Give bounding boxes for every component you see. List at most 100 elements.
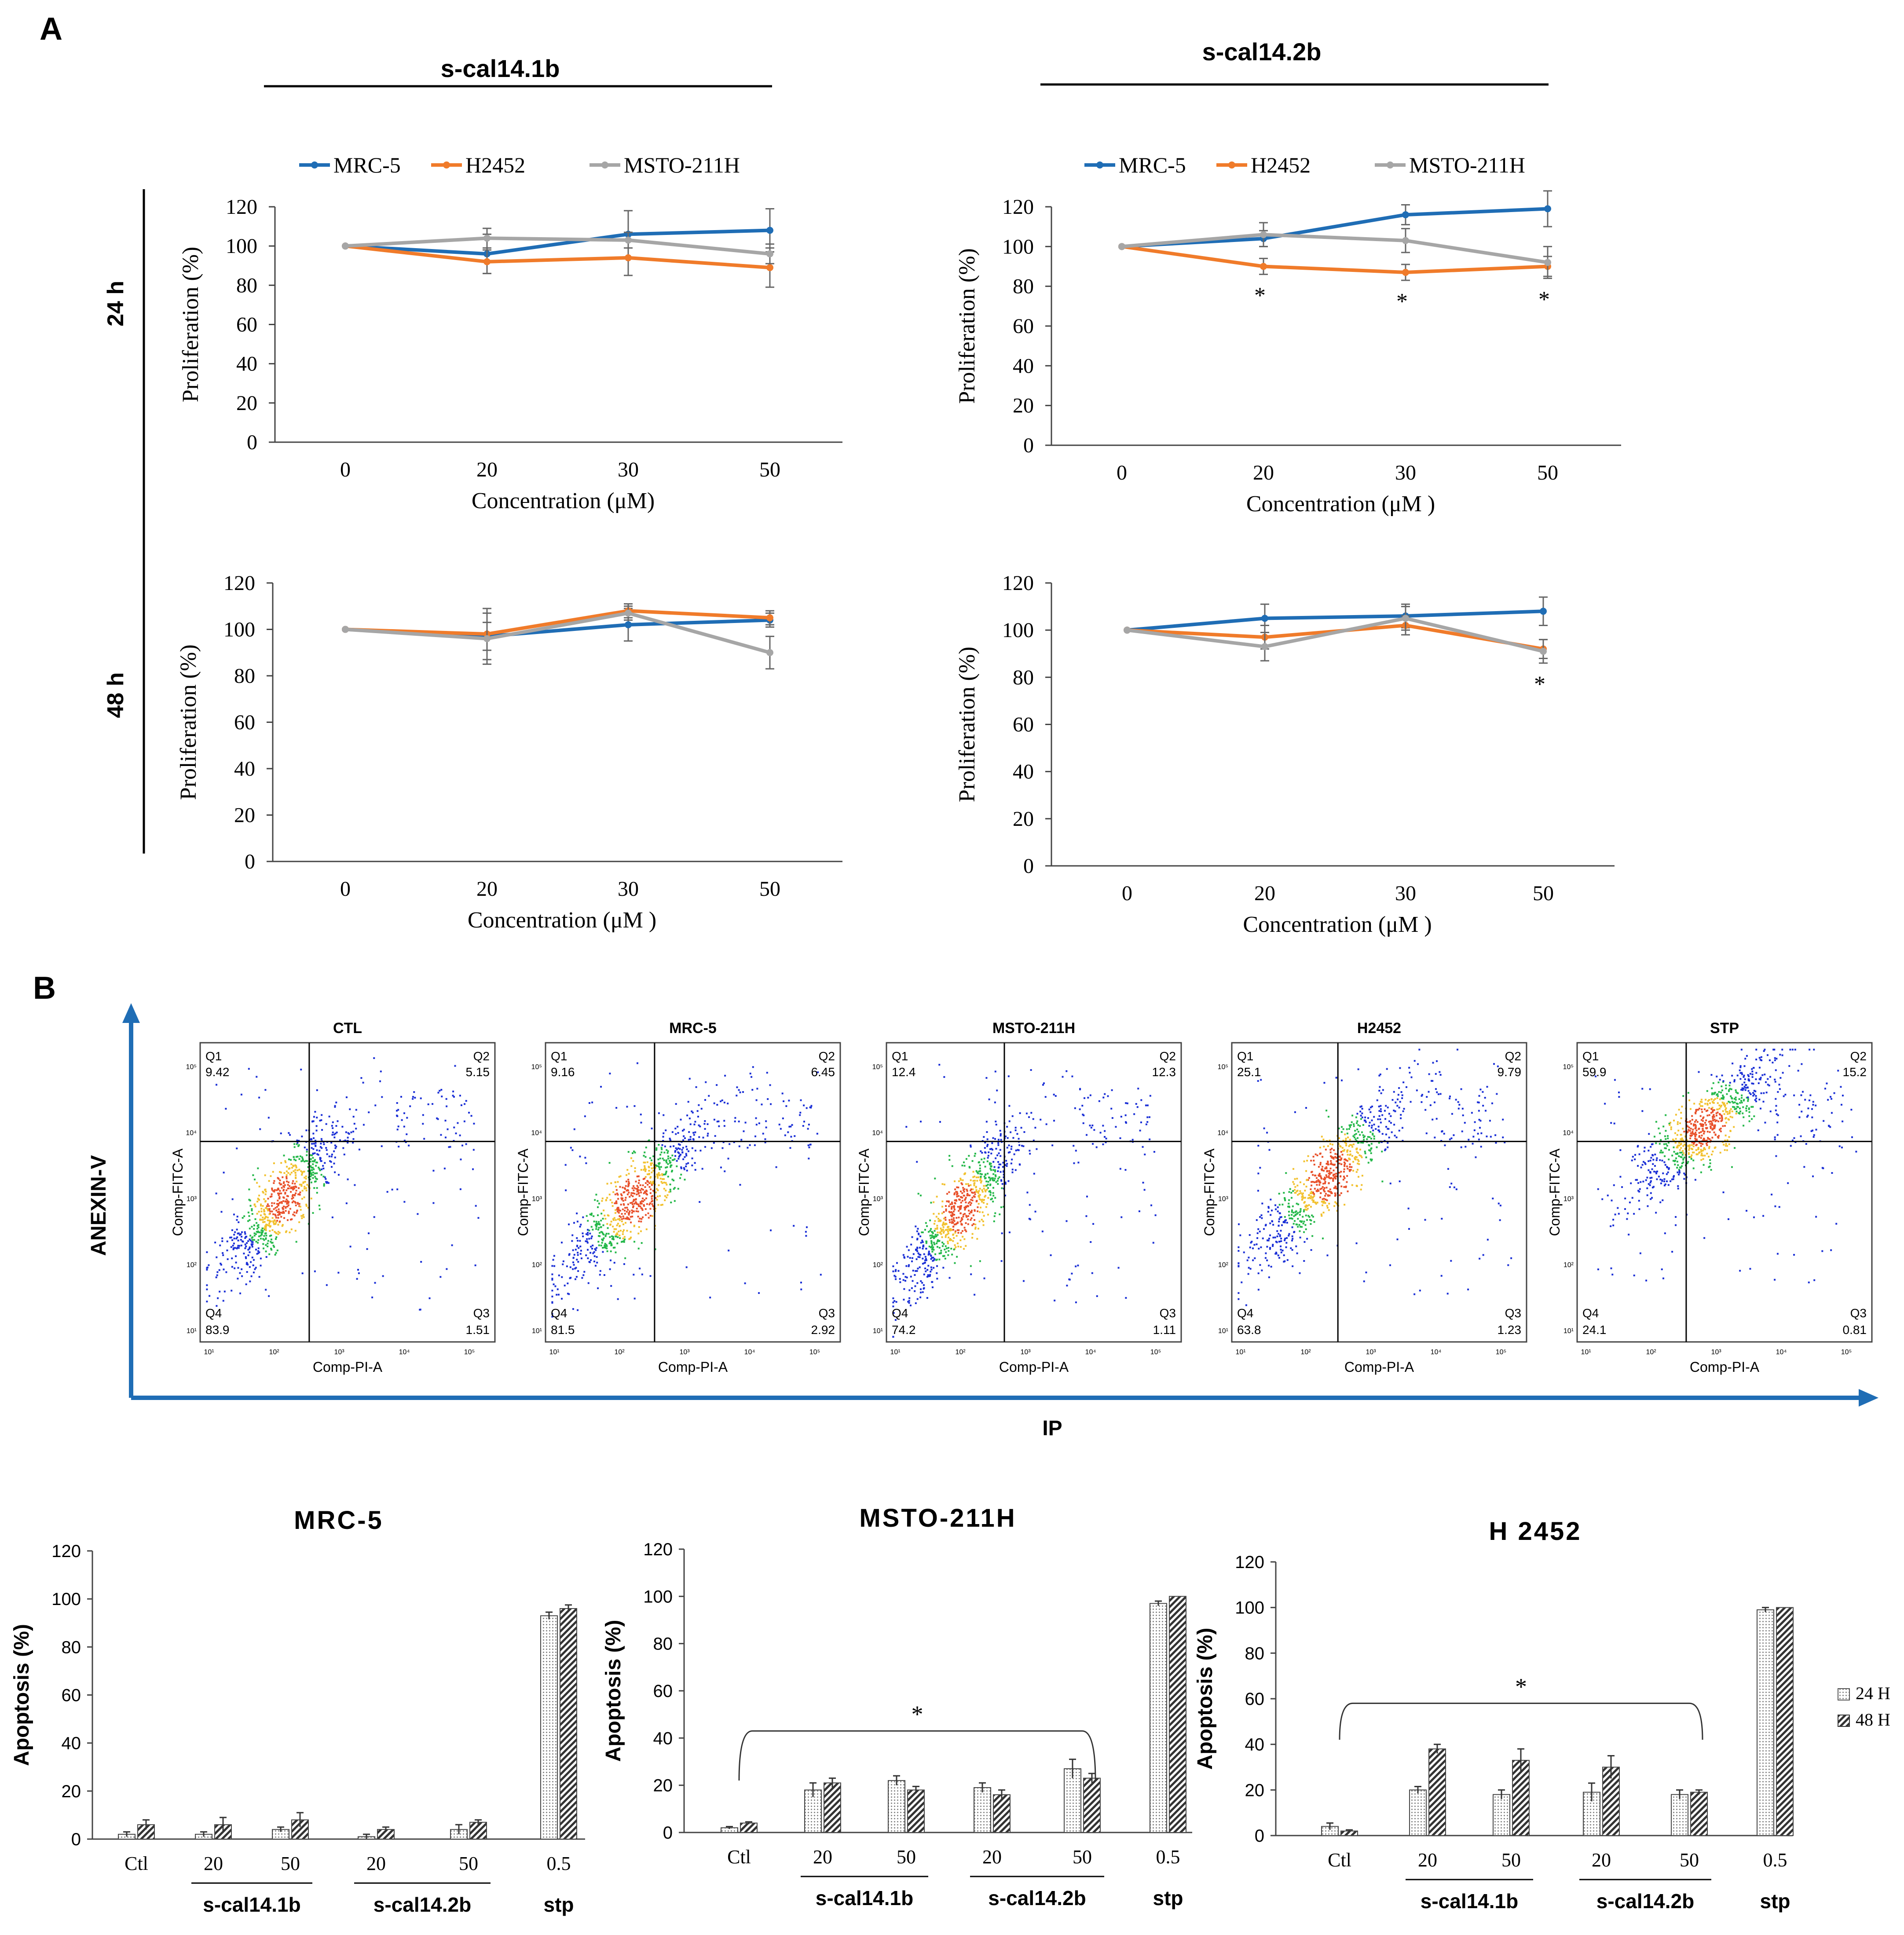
event-dot	[929, 1230, 931, 1232]
event-dot	[924, 1229, 926, 1231]
event-dot	[348, 1133, 350, 1135]
event-dot	[579, 1225, 581, 1228]
x-tick-label: 10⁵	[1496, 1349, 1506, 1356]
event-dot	[1393, 1110, 1395, 1112]
event-dot	[622, 1233, 624, 1235]
event-dot	[1328, 1176, 1330, 1179]
event-dot	[352, 1130, 355, 1132]
event-dot	[950, 1228, 952, 1230]
event-dot	[951, 1253, 953, 1256]
event-dot	[951, 1202, 953, 1204]
event-dot	[660, 1181, 663, 1183]
event-dot	[1388, 1120, 1391, 1122]
event-dot	[648, 1139, 650, 1141]
event-dot	[1280, 1240, 1282, 1242]
event-dot	[1317, 1188, 1319, 1191]
event-dot	[298, 1140, 300, 1142]
event-dot	[698, 1104, 700, 1106]
event-dot	[449, 1146, 451, 1148]
event-dot	[1675, 1138, 1677, 1140]
event-dot	[617, 1198, 619, 1200]
event-dot	[974, 1224, 977, 1226]
event-dot	[270, 1175, 272, 1177]
event-dot	[1759, 1059, 1761, 1061]
event-dot	[942, 1223, 944, 1225]
event-dot	[1279, 1216, 1282, 1218]
event-dot	[603, 1237, 605, 1239]
y-tick-label: 60	[1013, 713, 1034, 737]
event-dot	[1705, 1099, 1707, 1101]
event-dot	[643, 1204, 645, 1206]
event-dot	[606, 1197, 608, 1199]
event-dot	[254, 1218, 256, 1220]
event-dot	[295, 1159, 297, 1162]
event-dot	[1375, 1128, 1377, 1130]
significance-bracket	[738, 1730, 1096, 1781]
event-dot	[1008, 1105, 1011, 1107]
event-dot	[1402, 1110, 1404, 1112]
event-dot	[1322, 1237, 1324, 1239]
event-dot	[1280, 1238, 1282, 1240]
event-dot	[271, 1242, 274, 1244]
event-dot	[1704, 1121, 1706, 1124]
event-dot	[1293, 1231, 1296, 1233]
event-dot	[922, 1291, 924, 1293]
event-dot	[1432, 1118, 1434, 1121]
event-dot	[611, 1202, 613, 1204]
event-dot	[1318, 1184, 1321, 1186]
q4-name: Q4	[551, 1306, 567, 1320]
event-dot	[316, 1187, 318, 1189]
event-dot	[664, 1145, 666, 1147]
event-dot	[1285, 1242, 1288, 1244]
event-dot	[280, 1211, 282, 1213]
event-dot	[954, 1231, 956, 1234]
event-dot	[1733, 1106, 1736, 1108]
event-dot	[1370, 1143, 1373, 1145]
event-dot	[960, 1196, 962, 1198]
event-dot	[1300, 1192, 1302, 1194]
event-dot	[951, 1208, 953, 1210]
event-dot	[951, 1203, 953, 1205]
event-dot	[1380, 1092, 1382, 1094]
event-dot	[622, 1229, 625, 1231]
event-dot	[666, 1194, 669, 1196]
event-dot	[941, 1212, 943, 1214]
event-dot	[1324, 1176, 1326, 1179]
event-dot	[1677, 1123, 1679, 1125]
event-dot	[1329, 1149, 1332, 1151]
event-dot	[954, 1202, 956, 1204]
event-dot	[778, 1123, 780, 1125]
event-dot	[1712, 1127, 1714, 1129]
event-dot	[1650, 1157, 1652, 1159]
event-dot	[1369, 1131, 1372, 1133]
event-dot	[295, 1204, 297, 1206]
event-dot	[1726, 1111, 1728, 1113]
event-dot	[670, 1161, 672, 1163]
event-dot	[584, 1157, 586, 1159]
event-dot	[1368, 1149, 1370, 1151]
event-dot	[265, 1250, 267, 1253]
event-dot	[1831, 1112, 1833, 1114]
event-dot	[794, 1135, 796, 1137]
event-dot	[971, 1191, 973, 1194]
event-dot	[661, 1148, 663, 1151]
event-dot	[993, 1215, 996, 1217]
event-dot	[1755, 1097, 1758, 1099]
event-dot	[659, 1154, 662, 1156]
event-dot	[216, 1274, 218, 1276]
event-dot	[687, 1162, 689, 1164]
event-dot	[630, 1202, 632, 1204]
event-dot	[892, 1301, 894, 1304]
event-dot	[644, 1168, 646, 1170]
event-dot	[1305, 1214, 1307, 1217]
event-dot	[1773, 1048, 1776, 1051]
event-dot	[292, 1213, 294, 1216]
event-dot	[1809, 1094, 1812, 1096]
event-dot	[295, 1176, 297, 1179]
event-dot	[381, 1096, 383, 1098]
group-label: s-cal14.2b	[373, 1893, 471, 1916]
event-dot	[312, 1174, 314, 1176]
event-dot	[1326, 1199, 1328, 1201]
event-dot	[553, 1265, 556, 1267]
